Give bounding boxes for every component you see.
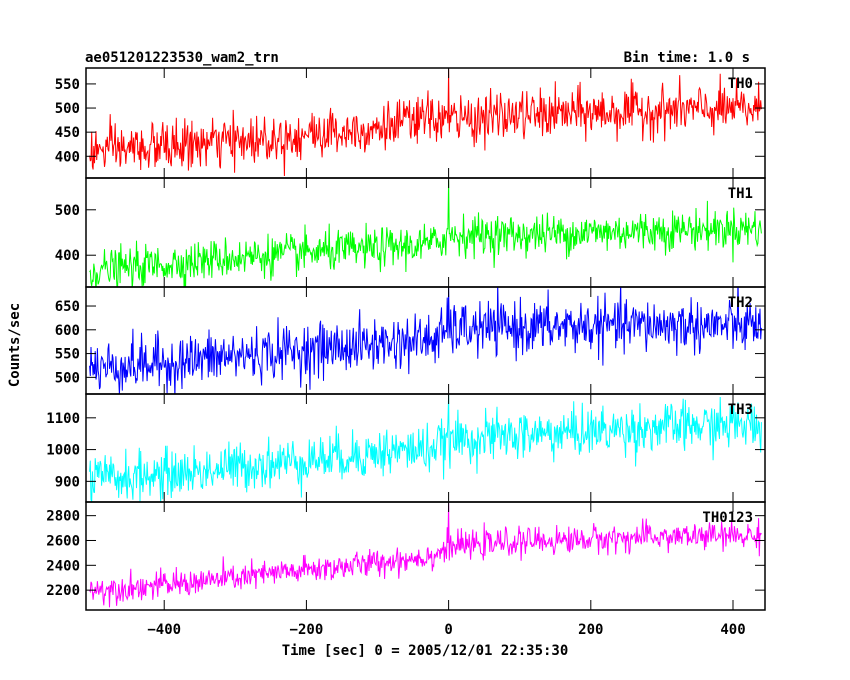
th0-ytick-label: 550 bbox=[55, 77, 80, 93]
th1-ytick-label: 400 bbox=[55, 248, 80, 264]
th0123-ytick-label: 2200 bbox=[46, 583, 80, 599]
th2-ytick-label: 600 bbox=[55, 323, 80, 339]
th3-series-line bbox=[89, 394, 762, 502]
th1-panel-label: TH1 bbox=[728, 186, 753, 202]
chart-title: ae051201223530_wam2_trn bbox=[85, 50, 279, 66]
th0-series-line bbox=[89, 69, 762, 177]
th0123-ytick-label: 2800 bbox=[46, 509, 80, 525]
x-axis-label: Time [sec] 0 = 2005/12/01 22:35:30 bbox=[282, 643, 569, 659]
th2-ytick-label: 500 bbox=[55, 370, 80, 386]
xtick-label: −400 bbox=[147, 622, 181, 638]
bin-time-label: Bin time: 1.0 s bbox=[624, 50, 750, 66]
th2-panel-label: TH2 bbox=[728, 295, 753, 311]
th0123-panel-label: TH0123 bbox=[702, 510, 753, 526]
th2-ytick-label: 650 bbox=[55, 299, 80, 315]
y-axis-label: Counts/sec bbox=[7, 303, 23, 387]
xtick-label: −200 bbox=[290, 622, 324, 638]
th0123-ytick-label: 2600 bbox=[46, 533, 80, 549]
th3-panel-label: TH3 bbox=[728, 402, 753, 418]
th0123-ytick-label: 2400 bbox=[46, 558, 80, 574]
xtick-label: 0 bbox=[444, 622, 452, 638]
th0-ytick-label: 500 bbox=[55, 101, 80, 117]
th0-panel-label: TH0 bbox=[728, 76, 753, 92]
th1-panel-frame bbox=[85, 177, 766, 288]
xtick-label: 200 bbox=[578, 622, 603, 638]
th2-ytick-label: 550 bbox=[55, 347, 80, 363]
th1-ytick-label: 500 bbox=[55, 203, 80, 219]
th0123-series-line bbox=[89, 503, 762, 608]
th0-ytick-label: 400 bbox=[55, 149, 80, 165]
th3-ytick-label: 900 bbox=[55, 474, 80, 490]
th2-series-line bbox=[89, 287, 762, 394]
th1-series-line bbox=[89, 180, 762, 287]
plot-area: 400 450 500 550 TH0 400 500 TH1 500 550 600 650 TH2 9… bbox=[46, 67, 766, 638]
th0-ytick-label: 450 bbox=[55, 125, 80, 141]
th0123-panel-frame bbox=[85, 501, 766, 611]
th3-ytick-label: 1000 bbox=[46, 443, 80, 459]
xtick-label: 400 bbox=[720, 622, 745, 638]
th3-ytick-label: 1100 bbox=[46, 411, 80, 427]
